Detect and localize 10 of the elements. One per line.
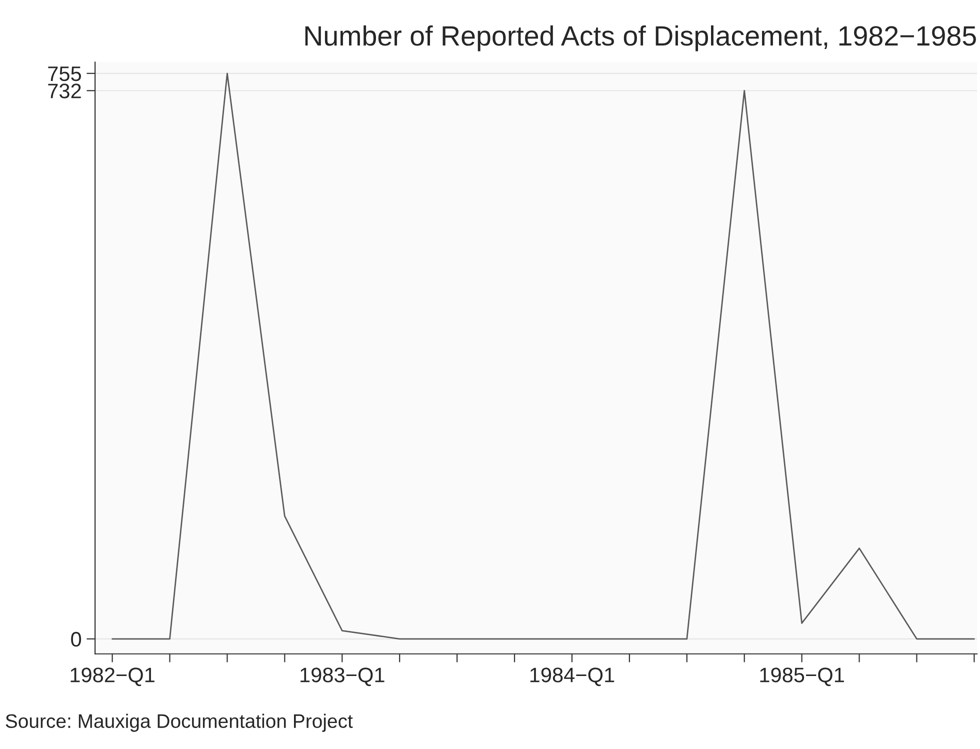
line-series bbox=[112, 72, 975, 640]
y-tick-label: 732 bbox=[48, 84, 81, 98]
x-tick-label: 1982−Q1 bbox=[70, 668, 154, 686]
chart-title: Number of Reported Acts of Displacement, 1982−1985 bbox=[305, 25, 976, 52]
x-tick-label: 1985−Q1 bbox=[760, 668, 844, 686]
x-tick-label: 1983−Q1 bbox=[300, 668, 384, 686]
y-tick-label: 755 bbox=[48, 66, 81, 82]
x-tick-label: 1984−Q1 bbox=[530, 668, 614, 686]
source-note: Source: Mauxiga Documentation Project bbox=[6, 714, 353, 732]
y-tick-label: 0 bbox=[71, 632, 82, 647]
